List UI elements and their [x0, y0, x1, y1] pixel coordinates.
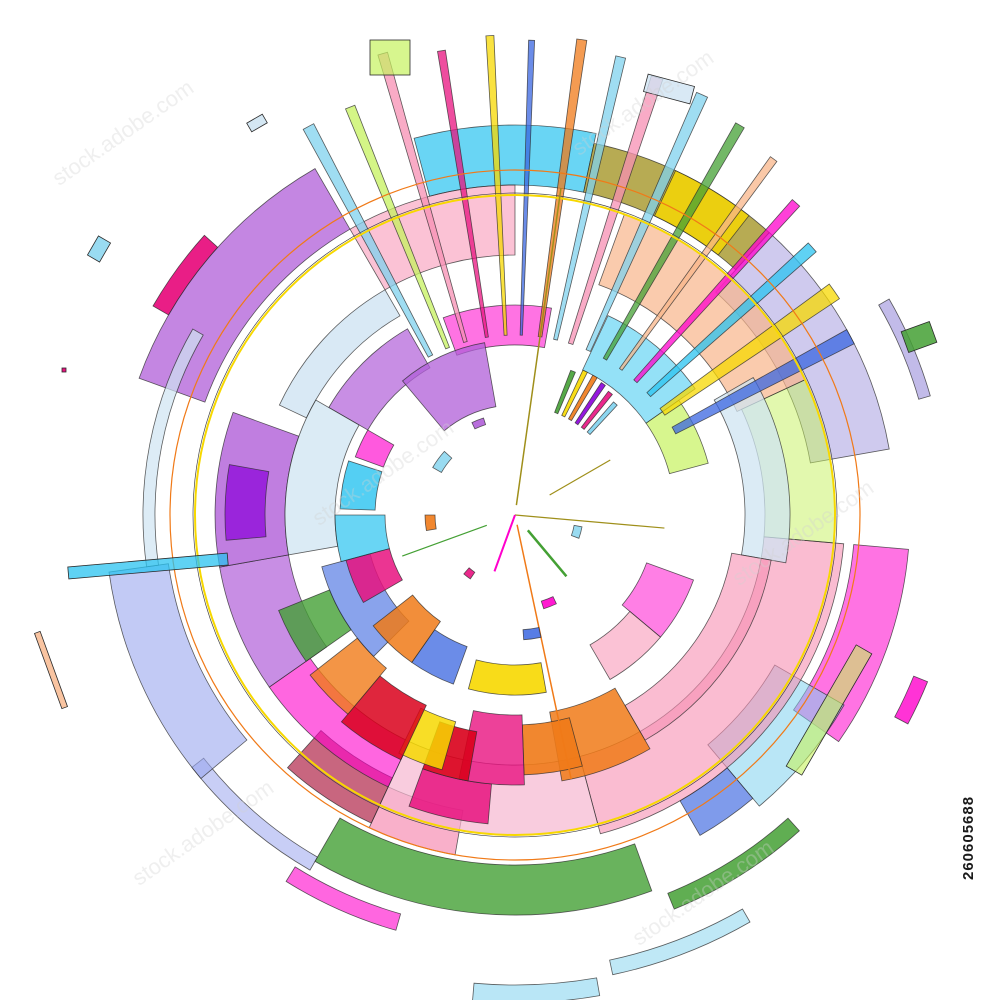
- thin-ring-81: [169, 169, 861, 861]
- arc-segment-45: [328, 328, 431, 431]
- floating-rect-97: [86, 235, 112, 263]
- floating-rect-99: [900, 321, 938, 353]
- radial-line-82: [515, 188, 562, 506]
- floating-rect-100: [61, 367, 67, 373]
- radial-line-86: [549, 459, 611, 496]
- arc-segment-78: [586, 401, 618, 436]
- arc-segment-7: [667, 817, 800, 910]
- arc-segment-55: [339, 460, 383, 511]
- arc-segment-72: [302, 123, 434, 358]
- arc-segment-49: [589, 610, 662, 681]
- arc-segment-50: [467, 659, 547, 696]
- arc-segment-52: [372, 594, 441, 663]
- radial-line-83: [516, 524, 572, 780]
- radial-line-88: [493, 514, 516, 572]
- arc-segment-57: [344, 104, 451, 350]
- radial-line-84: [514, 514, 665, 529]
- arc-segment-96: [401, 342, 497, 432]
- arc-segment-3: [878, 298, 931, 400]
- radial-line-87: [526, 529, 568, 578]
- arc-segment-67: [618, 156, 778, 371]
- arc-segment-56: [354, 429, 395, 468]
- arc-segment-36: [458, 710, 525, 786]
- floating-rect-103: [369, 39, 411, 76]
- arc-segment-66: [602, 122, 745, 361]
- thin-ring-79: [194, 194, 836, 836]
- arc-segment-75: [567, 374, 598, 422]
- stock-id-label: 260605688: [960, 795, 977, 880]
- arc-segment-94: [463, 567, 476, 580]
- floating-rect-98: [246, 113, 268, 133]
- arc-segment-46: [284, 399, 360, 556]
- arc-segment-93: [522, 627, 542, 641]
- arc-segment-1: [609, 908, 751, 976]
- arc-segment-27: [224, 464, 270, 541]
- arc-segment-65: [585, 91, 709, 353]
- arc-segment-8: [314, 817, 653, 916]
- arc-segment-0: [472, 977, 601, 1000]
- floating-rect-104: [642, 73, 696, 105]
- arc-segment-68: [633, 199, 801, 384]
- arc-segment-76: [574, 382, 606, 426]
- arc-segment-91: [424, 514, 437, 532]
- arc-segment-77: [580, 390, 613, 430]
- arc-segment-73: [554, 369, 576, 415]
- arc-segment-69: [646, 242, 817, 398]
- thin-ring-80: [192, 192, 838, 838]
- radial-line-85: [402, 524, 488, 557]
- arc-segment-31: [278, 289, 401, 419]
- arc-segment-63: [553, 55, 627, 341]
- arc-segment-70: [659, 283, 841, 416]
- arc-segment-92: [540, 596, 557, 610]
- floating-rect-101: [33, 630, 69, 710]
- arc-segment-90: [471, 417, 487, 430]
- floating-rect-102: [67, 552, 229, 580]
- arc-segment-89: [432, 450, 453, 474]
- arc-segment-95: [570, 524, 583, 539]
- arc-segment-20: [142, 328, 204, 568]
- arc-segment-71: [671, 329, 855, 435]
- arc-segment-61: [519, 39, 536, 336]
- floating-rect-105: [785, 644, 873, 776]
- arc-segment-13: [653, 170, 750, 256]
- arc-segment-60: [485, 35, 508, 336]
- arc-segment-40: [309, 637, 387, 715]
- arc-segment-6: [285, 866, 402, 931]
- arc-segment-54: [334, 514, 390, 563]
- arc-segment-59: [437, 49, 489, 338]
- arc-segment-2: [894, 675, 929, 725]
- arc-segment-74: [561, 369, 588, 418]
